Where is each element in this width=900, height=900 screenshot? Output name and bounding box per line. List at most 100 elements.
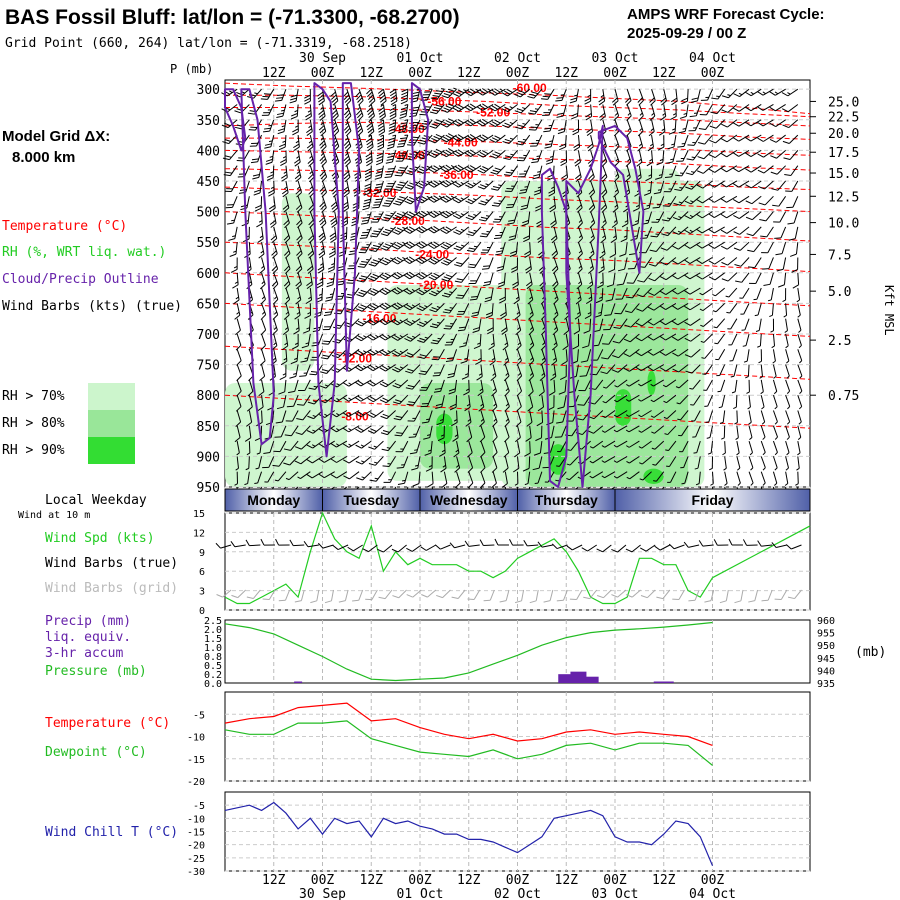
wind-barb xyxy=(391,333,409,341)
barb-staff xyxy=(269,440,275,453)
barb-feather xyxy=(380,247,387,251)
barb-half-feather xyxy=(231,219,235,222)
barb-feather xyxy=(375,198,383,201)
barb-feather xyxy=(291,345,299,350)
barb-staff xyxy=(374,440,384,450)
barb-staff xyxy=(273,242,278,254)
barb-feather xyxy=(360,222,368,225)
barb-half-feather xyxy=(348,443,352,447)
wind-barb xyxy=(293,135,300,152)
wind-barb xyxy=(307,242,315,259)
wind-barb xyxy=(369,241,384,252)
barb-staff xyxy=(245,180,250,193)
barb-feather xyxy=(306,265,313,271)
barb-feather xyxy=(391,245,399,250)
barb-feather xyxy=(361,261,368,263)
barb-staff xyxy=(336,455,348,463)
wind-barb xyxy=(381,211,397,222)
barb-staff xyxy=(273,211,277,224)
barb-feather xyxy=(355,460,363,465)
top-time-label: 12Z xyxy=(457,66,481,81)
barb-feather xyxy=(257,238,264,243)
barb-feather xyxy=(377,88,384,94)
top-date-label: 02 Oct xyxy=(494,51,541,66)
barb-feather xyxy=(365,155,372,161)
barb-feather xyxy=(405,370,412,374)
barb-feather xyxy=(295,299,302,305)
barb-feather xyxy=(268,204,276,210)
barb-staff xyxy=(248,410,253,423)
barb-feather xyxy=(433,180,440,185)
barb-feather xyxy=(293,146,300,152)
isotherm-line xyxy=(224,241,811,273)
barb-half-feather xyxy=(307,110,312,113)
barb-feather xyxy=(406,273,413,278)
barb-half-feather xyxy=(336,383,340,386)
barb-feather xyxy=(264,143,272,146)
barb-half-feather xyxy=(282,155,287,159)
barb-feather xyxy=(368,277,375,282)
wind-barb xyxy=(355,456,372,465)
barb-staff xyxy=(285,287,291,300)
barb-feather xyxy=(361,219,369,222)
barb-staff xyxy=(360,410,372,418)
barb-staff xyxy=(370,119,375,132)
barb-feather xyxy=(276,115,284,118)
barb-staff xyxy=(236,318,241,331)
barb-half-feather xyxy=(229,90,233,93)
barb-feather xyxy=(415,213,423,219)
barb-staff xyxy=(261,379,265,392)
barb-feather xyxy=(319,186,325,192)
barb-feather xyxy=(300,360,308,363)
barb-feather xyxy=(342,427,349,433)
barb-half-feather xyxy=(390,227,394,230)
barb-feather xyxy=(318,97,325,103)
barb-feather xyxy=(264,146,271,149)
barb-feather xyxy=(283,207,290,213)
barb-staff xyxy=(246,196,250,209)
barb-half-feather xyxy=(373,445,378,448)
barb-feather xyxy=(435,133,443,138)
wind-barb xyxy=(262,119,275,133)
barb-feather xyxy=(369,479,377,482)
barb-feather xyxy=(391,336,398,341)
wind-barb xyxy=(391,348,409,357)
wind-barb xyxy=(258,242,265,259)
wind-barb xyxy=(259,272,266,290)
barb-feather xyxy=(373,230,381,233)
barb-feather xyxy=(391,320,398,326)
barb-half-feather xyxy=(390,257,394,260)
barb-staff xyxy=(409,272,421,280)
barb-feather xyxy=(433,225,440,231)
barb-half-feather xyxy=(332,122,337,126)
barb-feather xyxy=(403,321,411,326)
wind-barb xyxy=(399,104,409,119)
barb-feather xyxy=(283,448,291,451)
barb-feather xyxy=(276,112,284,116)
barb-half-feather xyxy=(268,140,273,143)
barb-half-feather xyxy=(424,320,428,324)
barb-staff xyxy=(285,303,290,316)
barb-staff xyxy=(236,333,242,346)
barb-feather xyxy=(379,351,386,356)
wind-barb xyxy=(263,440,275,454)
barb-feather xyxy=(267,174,274,178)
barb-staff xyxy=(273,272,279,285)
barb-half-feather xyxy=(374,461,378,464)
barb-staff xyxy=(271,410,275,423)
barb-feather xyxy=(367,306,374,311)
barb-staff xyxy=(389,180,397,192)
top-date-label: 03 Oct xyxy=(592,51,639,66)
barb-feather xyxy=(393,188,401,191)
wind-barb xyxy=(382,196,397,207)
barb-feather xyxy=(433,150,440,155)
barb-half-feather xyxy=(360,444,365,447)
barb-staff xyxy=(248,379,254,392)
barb-staff xyxy=(301,425,311,435)
barb-feather xyxy=(416,170,424,174)
barb-feather xyxy=(320,222,327,229)
wind-barb xyxy=(300,349,311,363)
barb-half-feather xyxy=(281,125,286,128)
wind-barb xyxy=(379,348,396,356)
barb-feather xyxy=(288,390,295,394)
